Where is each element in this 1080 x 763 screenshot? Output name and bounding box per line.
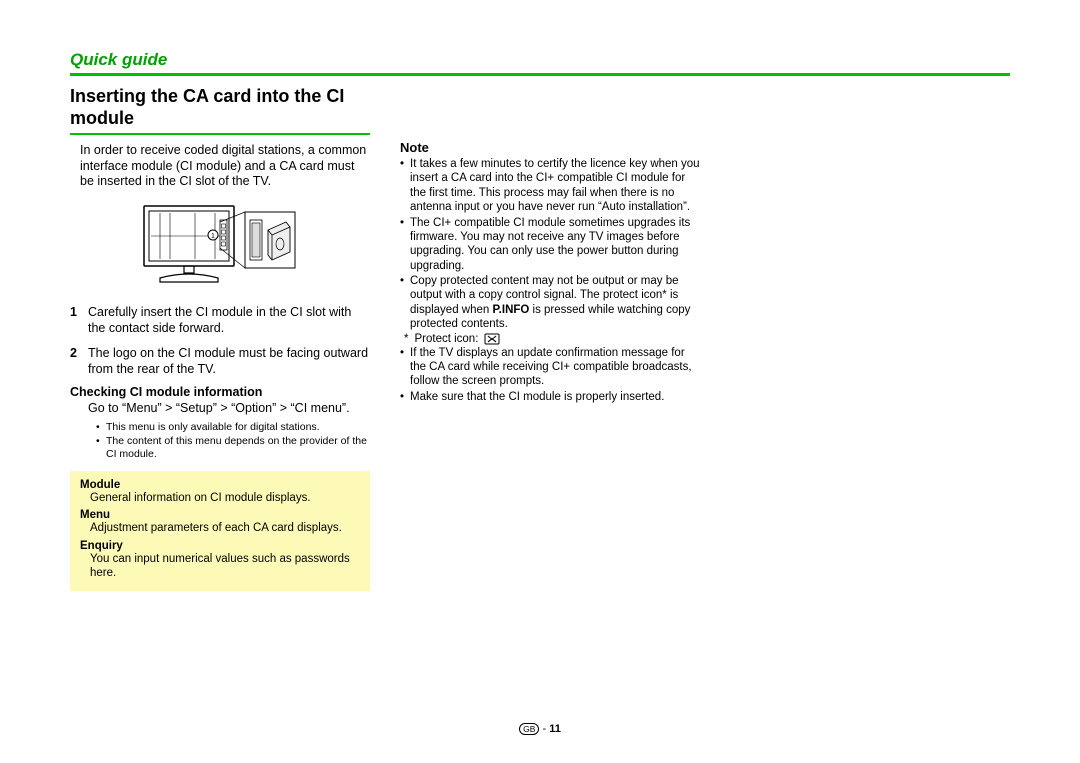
list-item: The CI+ compatible CI module sometimes u… — [400, 216, 700, 274]
steps-list: 1 Carefully insert the CI module in the … — [70, 304, 370, 377]
step-text: Carefully insert the CI module in the CI… — [88, 304, 370, 337]
list-item: If the TV displays an update confirmatio… — [400, 346, 700, 389]
protect-icon-line: * Protect icon: — [400, 333, 700, 345]
protect-icon — [484, 333, 500, 345]
step-num: 1 — [70, 304, 88, 337]
pinfo-bold: P.INFO — [492, 304, 529, 316]
column-left: Inserting the CA card into the CI module… — [70, 86, 370, 591]
section-header: Quick guide — [70, 50, 1010, 70]
note-bullets-2: If the TV displays an update confirmatio… — [400, 346, 700, 405]
box-item-desc: General information on CI module display… — [80, 491, 360, 505]
note-bullets: It takes a few minutes to certify the li… — [400, 157, 700, 332]
box-item-title: Menu — [80, 509, 360, 521]
step-2: 2 The logo on the CI module must be faci… — [70, 345, 370, 378]
list-item: It takes a few minutes to certify the li… — [400, 157, 700, 215]
check-subhead: Checking CI module information — [70, 385, 370, 399]
check-text: Go to “Menu” > “Setup” > “Option” > “CI … — [70, 401, 370, 417]
list-item: This menu is only available for digital … — [96, 421, 370, 434]
list-item: Copy protected content may not be output… — [400, 274, 700, 332]
intro-text: In order to receive coded digital statio… — [80, 143, 370, 190]
region-badge: GB — [519, 723, 539, 735]
section-rule — [70, 73, 1010, 76]
svg-text:1: 1 — [211, 233, 215, 240]
page-number: 11 — [549, 723, 561, 735]
page-footer: GB - 11 — [0, 723, 1080, 735]
box-item-title: Module — [80, 479, 360, 491]
list-item: Make sure that the CI module is properly… — [400, 390, 700, 404]
column-right: Note It takes a few minutes to certify t… — [400, 86, 700, 591]
footer-sep: - — [542, 723, 546, 735]
list-item: The content of this menu depends on the … — [96, 435, 370, 461]
check-bullets: This menu is only available for digital … — [70, 421, 370, 461]
box-item-title: Enquiry — [80, 540, 360, 552]
box-item-desc: Adjustment parameters of each CA card di… — [80, 521, 360, 535]
article-title: Inserting the CA card into the CI module — [70, 86, 370, 129]
step-1: 1 Carefully insert the CI module in the … — [70, 304, 370, 337]
protect-icon-label: Protect icon: — [414, 333, 478, 345]
step-text: The logo on the CI module must be facing… — [88, 345, 370, 378]
box-item-desc: You can input numerical values such as p… — [80, 552, 360, 581]
info-box: Module General information on CI module … — [70, 471, 370, 591]
tv-ci-illustration: 1 — [70, 200, 370, 292]
note-heading: Note — [400, 140, 700, 155]
title-rule — [70, 133, 370, 135]
step-num: 2 — [70, 345, 88, 378]
